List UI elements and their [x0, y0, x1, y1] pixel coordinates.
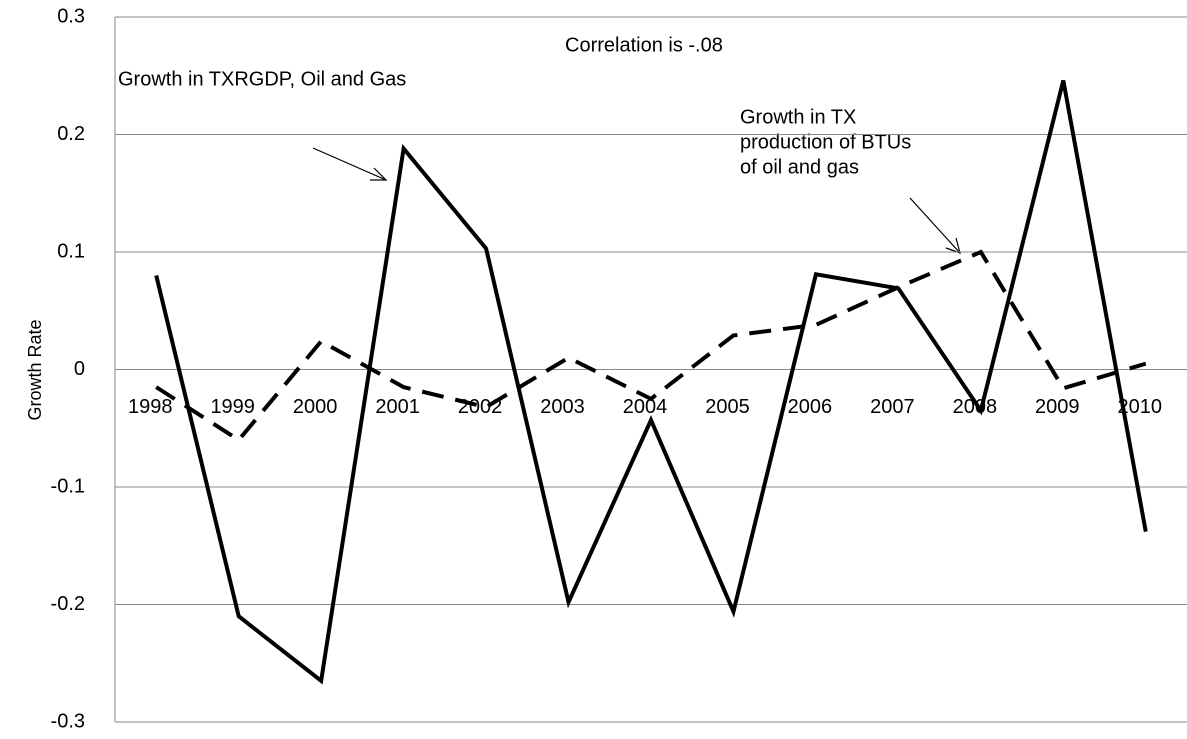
line	[155, 249, 1147, 443]
x-tick-label: 2004	[623, 396, 668, 418]
x-tick-label: 2001	[375, 396, 420, 418]
y-axis-label: Growth Rate	[25, 319, 45, 420]
x-tick-label: 2006	[788, 396, 833, 418]
x-tick-label: 2010	[1118, 396, 1163, 418]
line	[154, 79, 1148, 685]
y-tick-label: 0.3	[57, 5, 85, 27]
x-tick-label: 2009	[1035, 396, 1080, 418]
x-tick-label: 2008	[953, 396, 998, 418]
x-tick-label: 2007	[870, 396, 915, 418]
annotation: of oil and gas	[740, 156, 859, 178]
x-tick-label: 1998	[128, 396, 173, 418]
x-tick-label: 2000	[293, 396, 338, 418]
annotation: production of BTUs	[740, 131, 911, 153]
annotation: Growth in TXRGDP, Oil and Gas	[118, 68, 406, 90]
x-tick-label: 2003	[540, 396, 585, 418]
y-tick-label: 0.2	[57, 123, 85, 145]
annotation: Growth in TX	[740, 106, 856, 128]
y-tick-label: -0.2	[51, 593, 85, 615]
y-tick-label: -0.1	[51, 475, 85, 497]
annotation: Correlation is -.08	[565, 34, 723, 56]
y-tick-label: -0.3	[51, 710, 85, 732]
arrow	[312, 147, 388, 181]
y-tick-label: 0	[74, 358, 85, 380]
arrow	[909, 197, 961, 254]
x-tick-label: 1999	[210, 396, 255, 418]
y-tick-label: 0.1	[57, 240, 85, 262]
x-tick-label: 2005	[705, 396, 750, 418]
